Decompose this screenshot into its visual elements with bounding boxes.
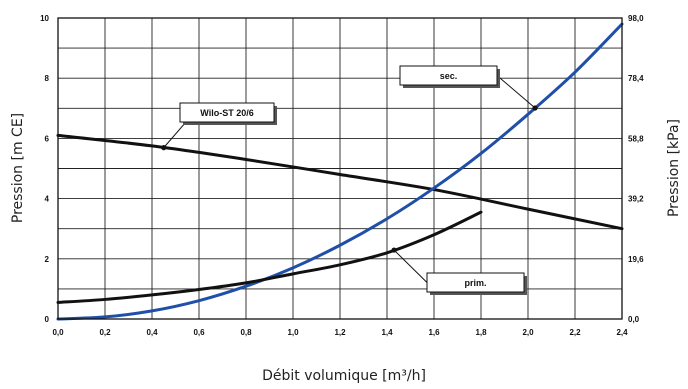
tick-labels: 0,0 0,2 0,4 0,6 0,8 1,0 1,2 1,4 1,6 1,8 2,0 2,2 2,40…: [40, 14, 644, 337]
y-tick-label-right: 98,0: [628, 14, 644, 23]
x-tick-label: 0,6: [193, 328, 205, 337]
callout-box-sec: [399, 65, 498, 86]
y-tick-label-right: 0,0: [628, 315, 640, 324]
callout-box-wilo-st-20-6: [179, 102, 275, 123]
series-line-sec: [56, 22, 624, 321]
series-line-wilo-st-20-6: [56, 133, 624, 231]
callout-point-prim: [391, 247, 397, 253]
x-axis-title: Débit volumique [m³/h]: [262, 368, 426, 384]
y-tick-label-left: 8: [45, 74, 50, 83]
x-tick-label: 0,4: [146, 328, 158, 337]
x-tick-label: 2,2: [569, 328, 581, 337]
y-tick-label-left: 0: [45, 315, 50, 324]
y-tick-label-left: 2: [45, 255, 50, 264]
y-tick-label-right: 78,4: [628, 74, 644, 83]
y-tick-label-left: 10: [40, 14, 49, 23]
callout-leader-sec: [496, 75, 536, 109]
callout-label-sec: sec.: [440, 71, 458, 81]
x-tick-label: 2,4: [616, 328, 628, 337]
callout-label-prim: prim.: [464, 278, 486, 288]
plot-frame: [57, 17, 623, 320]
grid: [57, 17, 623, 320]
callout-point-wilo-st-20-6: [161, 145, 167, 151]
y-axis-title-right: Pression [kPa]: [666, 119, 682, 217]
callout-label-wilo-st-20-6: Wilo-ST 20/6: [200, 108, 253, 118]
x-tick-label: 0,8: [240, 328, 252, 337]
x-tick-label: 1,8: [475, 328, 487, 337]
x-tick-label: 2,0: [522, 328, 534, 337]
y-axis-title-left: Pression [m CE]: [10, 113, 26, 223]
y-tick-label-left: 4: [45, 195, 50, 204]
y-tick-label-right: 19,6: [628, 255, 644, 264]
callout-leader-wilo-st-20-6: [163, 121, 187, 148]
callout-box-prim: [426, 272, 525, 293]
x-tick-label: 1,0: [287, 328, 299, 337]
y-tick-label-right: 39,2: [628, 195, 644, 204]
callout-leader-prim: [393, 249, 428, 283]
x-tick-label: 1,4: [381, 328, 393, 337]
callout-point-sec: [532, 105, 538, 111]
x-tick-label: 0,2: [99, 328, 111, 337]
y-tick-label-left: 6: [45, 134, 50, 143]
x-tick-label: 1,6: [428, 328, 440, 337]
x-tick-label: 1,2: [334, 328, 346, 337]
x-tick-label: 0,0: [52, 328, 64, 337]
series-group: [56, 22, 624, 321]
series-line-prim: [56, 210, 483, 304]
callouts: Wilo-ST 20/6 sec. prim.: [161, 65, 538, 295]
y-tick-label-right: 58,8: [628, 134, 644, 143]
